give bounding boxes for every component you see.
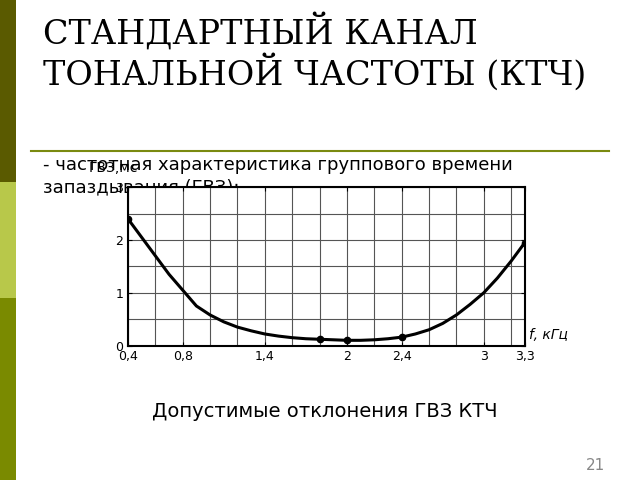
Text: 21: 21	[586, 458, 605, 473]
Text: Допустимые отклонения ГВЗ КТЧ: Допустимые отклонения ГВЗ КТЧ	[152, 402, 497, 421]
Text: - частотная характеристика группового времени
запаздывания (ГВЗ):: - частотная характеристика группового вр…	[44, 156, 513, 197]
Text: ГВЗ,мс: ГВЗ,мс	[88, 160, 138, 175]
Text: f, кГц: f, кГц	[529, 328, 568, 342]
Text: СТАНДАРТНЫЙ КАНАЛ
ТОНАЛЬНОЙ ЧАСТОТЫ (КТЧ): СТАНДАРТНЫЙ КАНАЛ ТОНАЛЬНОЙ ЧАСТОТЫ (КТЧ…	[44, 13, 586, 92]
